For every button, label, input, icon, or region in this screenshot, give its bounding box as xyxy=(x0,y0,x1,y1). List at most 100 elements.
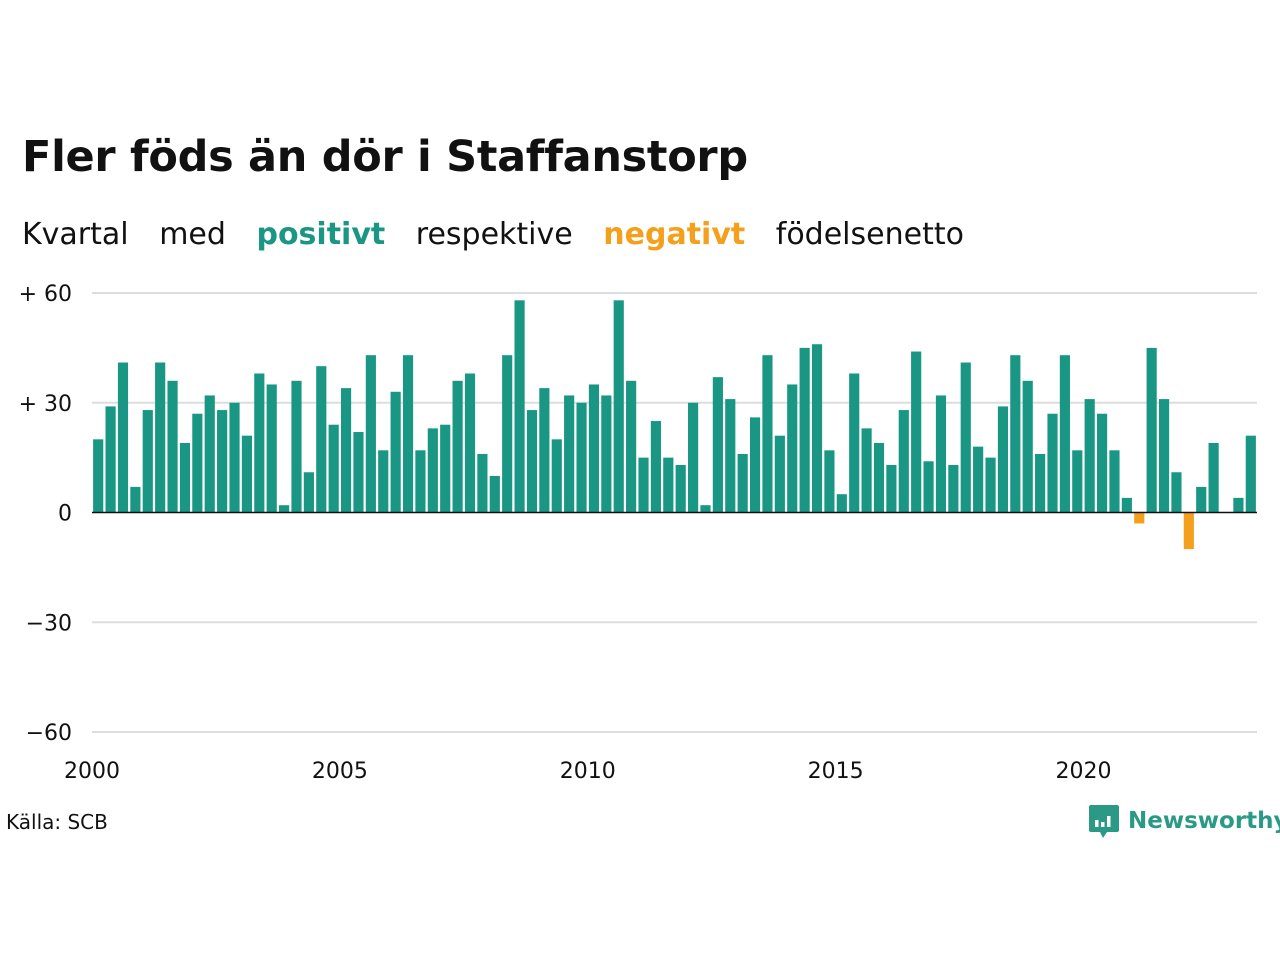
chart-subtitle: Kvartal med positivt respektive negativt… xyxy=(22,217,985,252)
bar xyxy=(725,399,736,513)
bar xyxy=(811,344,823,513)
brand-logo: Newsworthy xyxy=(1088,803,1280,839)
bar xyxy=(1196,486,1207,513)
bar xyxy=(340,388,352,513)
bar xyxy=(861,428,872,513)
subtitle-word: respektive xyxy=(415,217,573,252)
bar xyxy=(179,442,191,513)
bar xyxy=(836,494,847,513)
x-tick-label: 2020 xyxy=(1055,759,1111,784)
bar xyxy=(762,355,773,513)
newsworthy-icon xyxy=(1089,805,1119,838)
bar xyxy=(588,384,600,513)
bar xyxy=(303,472,314,513)
bar xyxy=(477,453,488,513)
bar xyxy=(1134,512,1145,524)
bar xyxy=(1171,472,1182,513)
bar xyxy=(1084,399,1095,513)
bar xyxy=(415,450,426,513)
bar xyxy=(1208,442,1219,513)
subtitle-word: med xyxy=(159,217,226,252)
bar xyxy=(688,402,699,513)
y-tick-label: −60 xyxy=(26,721,72,746)
bar xyxy=(712,377,723,513)
bar-chart: + 60 + 30 0 −30 −60 2000 2005 2010 2015 2020 xyxy=(19,282,1257,784)
bar xyxy=(452,380,463,513)
bar xyxy=(613,300,624,513)
bar xyxy=(514,300,525,513)
bar xyxy=(564,395,575,513)
bar xyxy=(700,505,711,513)
bar xyxy=(1010,355,1021,513)
bar xyxy=(626,380,637,513)
bar xyxy=(898,410,909,513)
bar xyxy=(749,417,761,513)
bar xyxy=(1233,497,1244,513)
bar xyxy=(997,406,1009,513)
x-tick-label: 2015 xyxy=(808,759,864,784)
bar xyxy=(105,406,116,513)
bar xyxy=(675,464,686,513)
y-tick-label: + 30 xyxy=(19,392,72,417)
bar xyxy=(117,362,129,513)
bar xyxy=(1183,512,1194,550)
bar xyxy=(229,402,240,513)
bar xyxy=(464,373,476,513)
bar xyxy=(1047,413,1058,513)
bar xyxy=(241,435,253,513)
bar xyxy=(328,424,339,513)
bar xyxy=(130,486,141,513)
bar xyxy=(217,410,228,513)
bars xyxy=(93,300,1256,550)
bar xyxy=(774,435,785,513)
bar xyxy=(551,439,562,513)
x-tick-label: 2010 xyxy=(560,759,616,784)
bar xyxy=(985,457,996,513)
bar xyxy=(663,457,674,513)
brand-name: Newsworthy xyxy=(1128,808,1280,834)
bar xyxy=(948,464,959,513)
bar xyxy=(638,457,649,513)
bar xyxy=(93,439,104,513)
bar xyxy=(873,442,885,513)
bar xyxy=(1109,450,1120,513)
y-tick-label: −30 xyxy=(26,611,72,636)
bar xyxy=(601,395,612,513)
y-axis-labels: + 60 + 30 0 −30 −60 xyxy=(19,282,72,746)
x-axis-labels: 2000 2005 2010 2015 2020 xyxy=(64,759,1111,784)
bar xyxy=(402,355,414,513)
y-tick-label: + 60 xyxy=(19,282,72,307)
bar xyxy=(192,413,203,513)
bar xyxy=(204,395,215,513)
bar xyxy=(576,402,587,513)
subtitle-word: Kvartal xyxy=(22,217,129,252)
bar xyxy=(502,355,513,513)
y-tick-label: 0 xyxy=(58,502,72,527)
bar xyxy=(142,410,153,513)
bar xyxy=(973,446,984,513)
bar xyxy=(390,391,401,513)
bar xyxy=(1146,347,1157,513)
bar xyxy=(526,410,538,513)
bar xyxy=(1022,380,1033,513)
bar xyxy=(155,362,166,513)
bar xyxy=(923,461,934,513)
bar xyxy=(1158,399,1170,513)
bar xyxy=(539,388,550,513)
source-note: Källa: SCB xyxy=(6,810,108,834)
bar xyxy=(291,380,302,513)
bar xyxy=(353,432,364,513)
bar xyxy=(650,421,661,513)
chart-title: Fler föds än dör i Staffanstorp xyxy=(22,132,748,182)
bar xyxy=(1072,450,1083,513)
bar xyxy=(911,351,922,513)
x-tick-label: 2005 xyxy=(312,759,368,784)
bar xyxy=(254,373,265,513)
bar xyxy=(279,505,290,513)
bar xyxy=(935,395,947,513)
bar xyxy=(737,453,748,513)
bar xyxy=(960,362,971,513)
subtitle-negative: negativt xyxy=(603,217,746,252)
bar xyxy=(167,380,178,513)
bar xyxy=(378,450,389,513)
